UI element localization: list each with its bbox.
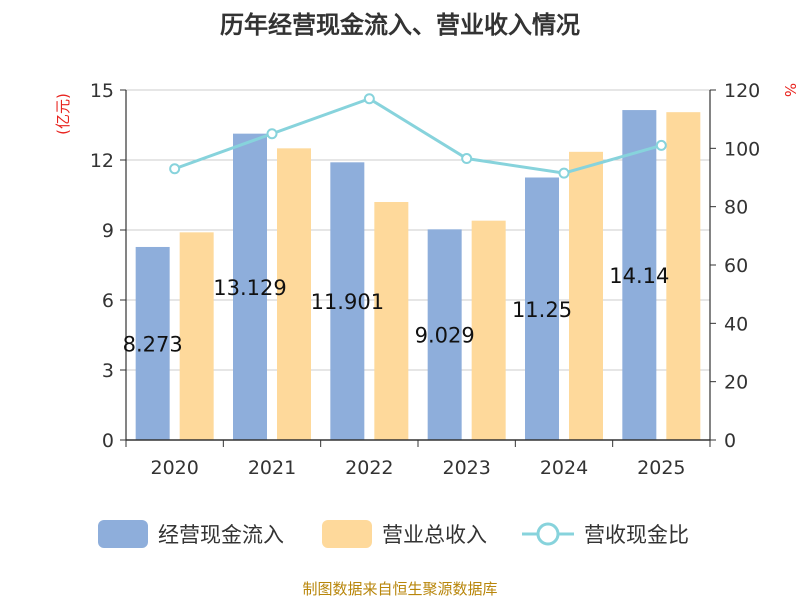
legend-swatch-cash-inflow	[98, 520, 148, 548]
bar-data-label: 9.029	[415, 324, 475, 348]
left-tick-label: 15	[90, 80, 114, 102]
x-tick-label: 2022	[345, 457, 393, 479]
x-tick-label: 2023	[442, 457, 490, 479]
bar-data-label: 14.14	[609, 264, 669, 288]
right-axis-unit: %	[781, 83, 799, 97]
bar-cash-inflow	[330, 162, 365, 440]
left-axis-unit: (亿元)	[54, 93, 72, 135]
bar-revenue	[471, 220, 506, 440]
ratio-point	[363, 93, 375, 105]
bar-series	[135, 110, 701, 441]
bar-data-label: 13.129	[213, 276, 286, 300]
x-tick-label: 2021	[248, 457, 296, 479]
bar-cash-inflow	[427, 229, 462, 440]
bar-revenue	[666, 112, 701, 441]
right-tick-label: 40	[724, 313, 748, 335]
legend-label-cash-inflow: 经营现金流入	[158, 523, 284, 547]
right-tick-label: 20	[724, 372, 748, 394]
ratio-point	[655, 139, 667, 151]
right-tick-label: 80	[724, 197, 748, 219]
ratio-point	[558, 167, 570, 179]
right-tick-label: 60	[724, 255, 748, 277]
x-tick-label: 2020	[150, 457, 198, 479]
left-tick-label: 0	[102, 430, 114, 452]
data-labels: 8.273 13.129 11.901 9.029 11.25 14.14	[123, 264, 670, 356]
chart-title: 历年经营现金流入、营业收入情况	[220, 11, 580, 39]
ratio-line	[174, 97, 662, 175]
legend: 经营现金流入 营业总收入 营收现金比	[98, 520, 689, 548]
legend-label-revenue: 营业总收入	[382, 523, 487, 547]
bar-cash-inflow	[622, 110, 657, 441]
line-series	[169, 93, 667, 179]
bar-cash-inflow	[525, 177, 559, 440]
right-tick-label: 0	[724, 430, 736, 452]
axes: 0 3 6 9 12 15 0 20 40 60 80 100 120 2020 2021 2022 2023 2…	[90, 80, 760, 479]
left-tick-label: 6	[102, 290, 114, 312]
bar-data-label: 8.273	[123, 332, 183, 356]
bar-cash-inflow	[135, 246, 170, 440]
legend-swatch-revenue	[322, 520, 372, 548]
left-tick-label: 3	[102, 360, 114, 382]
bar-cash-inflow	[233, 133, 267, 440]
bar-data-label: 11.25	[512, 298, 572, 322]
right-tick-label: 100	[724, 138, 760, 160]
x-tick-label: 2025	[637, 457, 685, 479]
ratio-point	[461, 153, 473, 165]
bar-data-label: 11.901	[311, 290, 384, 314]
bar-revenue	[569, 151, 603, 441]
bar-revenue	[277, 148, 311, 441]
left-tick-label: 9	[102, 220, 114, 242]
ratio-point	[169, 163, 181, 175]
right-tick-label: 120	[724, 80, 760, 102]
bar-revenue	[179, 232, 214, 440]
bar-revenue	[374, 202, 409, 440]
left-tick-label: 12	[90, 150, 114, 172]
legend-swatch-ratio-marker	[536, 522, 560, 546]
source-note: 制图数据来自恒生聚源数据库	[302, 580, 497, 598]
legend-label-ratio: 营收现金比	[584, 523, 689, 547]
ratio-point	[266, 128, 278, 140]
x-tick-label: 2024	[540, 457, 588, 479]
